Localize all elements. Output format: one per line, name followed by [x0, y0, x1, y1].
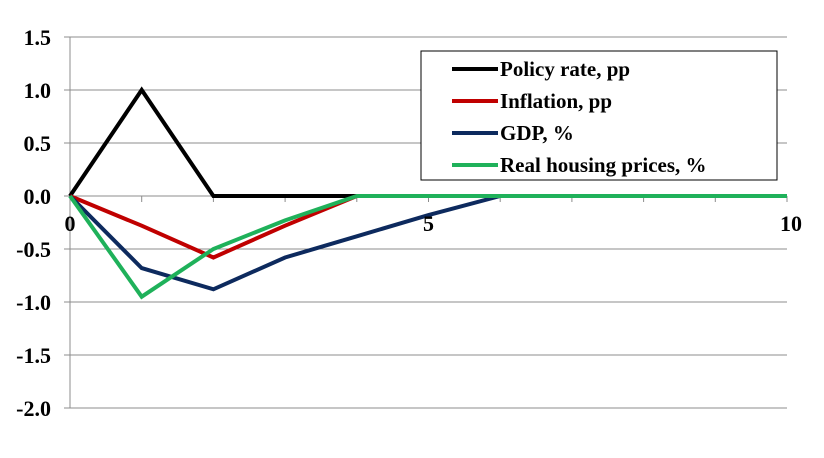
y-tick-label-5: -1.0	[16, 290, 51, 315]
x-tick-labels: 0 5 10	[65, 211, 803, 236]
legend-label-2: GDP, %	[500, 121, 574, 145]
y-tick-label-4: -0.5	[16, 237, 51, 262]
x-tick-label-1: 5	[423, 211, 434, 236]
legend-label-0: Policy rate, pp	[500, 57, 630, 81]
legend-box	[420, 50, 778, 181]
y-tick-labels: 1.5 1.0 0.5 0.0 -0.5 -1.0 -1.5 -2.0	[16, 25, 51, 421]
y-tick-label-0: 1.5	[24, 25, 52, 50]
legend-label-3: Real housing prices, %	[500, 153, 707, 177]
series-line-3	[68, 194, 787, 300]
y-tick-label-3: 0.0	[24, 184, 52, 209]
y-tick-label-7: -2.0	[16, 396, 51, 421]
x-tick-label-0: 0	[65, 211, 76, 236]
y-tick-label-2: 0.5	[24, 131, 52, 156]
y-tick-label-1: 1.0	[24, 78, 52, 103]
series-lines	[68, 86, 787, 300]
legend: Policy rate, pp Inflation, pp GDP, % Real h…	[420, 50, 778, 181]
x-tick-label-2: 10	[780, 211, 802, 236]
y-tick-label-6: -1.5	[16, 343, 51, 368]
legend-label-1: Inflation, pp	[500, 89, 612, 113]
